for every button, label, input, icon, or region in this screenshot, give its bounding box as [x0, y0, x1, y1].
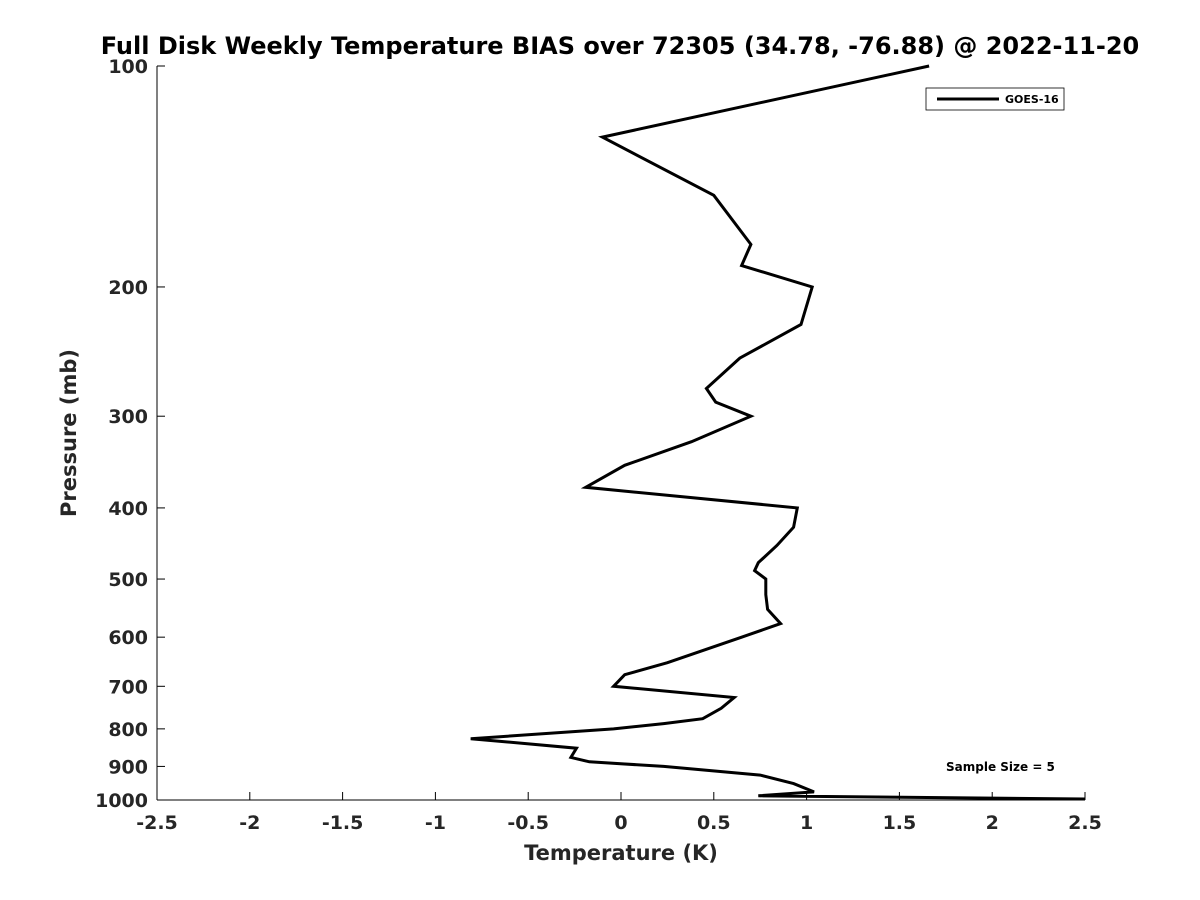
y-tick-label: 800 [108, 719, 148, 741]
x-tick-label: -2.5 [136, 812, 178, 834]
legend: GOES-16 [925, 87, 1065, 111]
x-tick-label: 0 [614, 812, 627, 834]
x-tick-label: -2 [239, 812, 260, 834]
legend-label-goes-16: GOES-16 [1005, 93, 1059, 106]
x-tick-label: 2 [986, 812, 999, 834]
x-tick-label: 0.5 [697, 812, 731, 834]
sample-size-annotation: Sample Size = 5 [946, 760, 1055, 774]
y-tick-label: 500 [108, 569, 148, 591]
x-axis-ticks: -2.5 -2 -1.5 -1 -0.5 0 0.5 1 1.5 2 2.5 [136, 792, 1102, 834]
y-tick-label: 300 [108, 406, 148, 428]
y-tick-label: 900 [108, 756, 148, 778]
y-axis-ticks: 100 200 300 400 500 600 700 800 900 1000 [95, 56, 165, 812]
y-tick-label: 700 [108, 676, 148, 698]
x-tick-label: 2.5 [1068, 812, 1102, 834]
y-tick-label: 100 [108, 56, 148, 78]
x-tick-label: -1.5 [322, 812, 364, 834]
y-tick-label: 600 [108, 627, 148, 649]
y-tick-label: 400 [108, 498, 148, 520]
y-tick-label: 1000 [95, 790, 148, 812]
x-tick-label: 1 [800, 812, 813, 834]
chart-title: Full Disk Weekly Temperature BIAS over 7… [101, 32, 1140, 60]
x-tick-label: -0.5 [507, 812, 549, 834]
x-tick-label: 1.5 [883, 812, 917, 834]
series-layer [470, 64, 1086, 801]
y-axis-label: Pressure (mb) [57, 349, 81, 517]
x-axis-label: Temperature (K) [524, 841, 718, 865]
y-tick-label: 200 [108, 277, 148, 299]
series-line-goes-16 [470, 64, 1086, 801]
x-tick-label: -1 [425, 812, 446, 834]
